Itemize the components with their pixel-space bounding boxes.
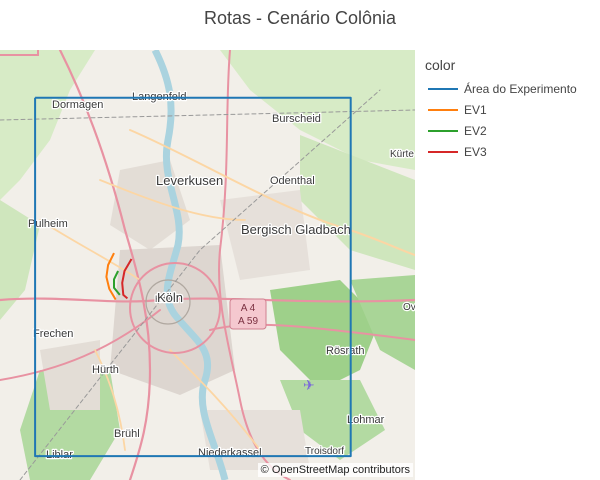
map-label: Brühl bbox=[114, 428, 140, 440]
legend-label: EV3 bbox=[464, 144, 487, 159]
map-label: Burscheid bbox=[272, 113, 321, 125]
map-attribution[interactable]: © OpenStreetMap contributors bbox=[257, 463, 413, 477]
legend-swatch-ev2 bbox=[428, 129, 458, 132]
series-line--rea-do-experimento[interactable] bbox=[34, 96, 352, 458]
series-line-ev1[interactable] bbox=[105, 252, 117, 301]
map-corner-road bbox=[0, 50, 39, 56]
map-label: Ov bbox=[403, 302, 415, 313]
legend-label: Área do Experimento bbox=[464, 81, 577, 96]
legend-swatch-ev1 bbox=[428, 108, 458, 111]
legend: color Área do Experimento EV1 EV2 EV3 bbox=[425, 57, 577, 162]
legend-swatch-ev3 bbox=[428, 150, 458, 153]
map-label: Troisdorf bbox=[305, 446, 344, 457]
chart-title: Rotas - Cenário Colônia bbox=[203, 8, 397, 28]
map-area[interactable]: Dormagen Langenfeld Burscheid Leverkusen… bbox=[0, 50, 415, 480]
rhine-river bbox=[151, 50, 229, 480]
map-label: Rösrath bbox=[326, 345, 365, 357]
map-label: Bergisch Gladbach bbox=[241, 222, 351, 237]
legend-label: EV2 bbox=[464, 123, 487, 138]
shield-label-a59: A 59 bbox=[238, 316, 258, 327]
map-label: Niederkassel bbox=[198, 447, 262, 459]
map-label: Liblar bbox=[46, 449, 73, 461]
map-label: Hürth bbox=[92, 364, 119, 376]
series-line-ev3[interactable] bbox=[121, 258, 133, 300]
map-label: Köln bbox=[155, 294, 173, 304]
legend-item-ev2[interactable]: EV2 bbox=[425, 120, 577, 141]
series-line-ev2[interactable] bbox=[113, 270, 121, 296]
motorway-shield: A 4 A 59 bbox=[229, 298, 267, 330]
legend-item-area[interactable]: Área do Experimento bbox=[425, 78, 577, 99]
legend-item-ev3[interactable]: EV3 bbox=[425, 141, 577, 162]
map-label: Pulheim bbox=[28, 218, 68, 230]
place-labels: Dormagen Langenfeld Burscheid Leverkusen… bbox=[27, 90, 415, 463]
map-label: Frechen bbox=[33, 328, 73, 340]
road-network bbox=[0, 50, 415, 480]
map-label: Leverkusen bbox=[156, 173, 223, 188]
map-label: Dormagen bbox=[52, 99, 103, 111]
map-label: Köln bbox=[157, 290, 183, 305]
shield-label-a4: A 4 bbox=[241, 303, 256, 314]
route-series-layer bbox=[34, 96, 352, 458]
map-label: Kürte bbox=[390, 149, 414, 160]
map-svg[interactable]: Dormagen Langenfeld Burscheid Leverkusen… bbox=[0, 50, 415, 480]
airport-icon: ✈ bbox=[303, 377, 315, 393]
legend-title: color bbox=[425, 57, 456, 73]
legend-item-ev1[interactable]: EV1 bbox=[425, 99, 577, 120]
map-label: Lohmar bbox=[347, 414, 385, 426]
legend-label: EV1 bbox=[464, 102, 487, 117]
legend-swatch-area bbox=[428, 87, 458, 90]
map-label: Odenthal bbox=[270, 175, 315, 187]
